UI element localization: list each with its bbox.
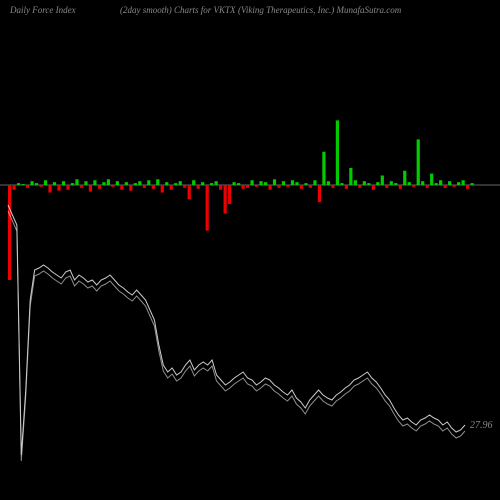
- chart-title: Daily Force Index: [10, 5, 76, 15]
- stock-chart: 27.96: [0, 0, 500, 500]
- chart-subtitle: (2day smooth) Charts for VKTX: [120, 5, 236, 15]
- chart-company: (Viking Therapeutics, Inc.) MunafaSutra.…: [238, 5, 401, 15]
- chart-container: 27.96 Daily Force Index (2day smooth) Ch…: [0, 0, 500, 500]
- chart-header: Daily Force Index (2day smooth) Charts f…: [0, 0, 500, 20]
- svg-text:27.96: 27.96: [470, 420, 493, 431]
